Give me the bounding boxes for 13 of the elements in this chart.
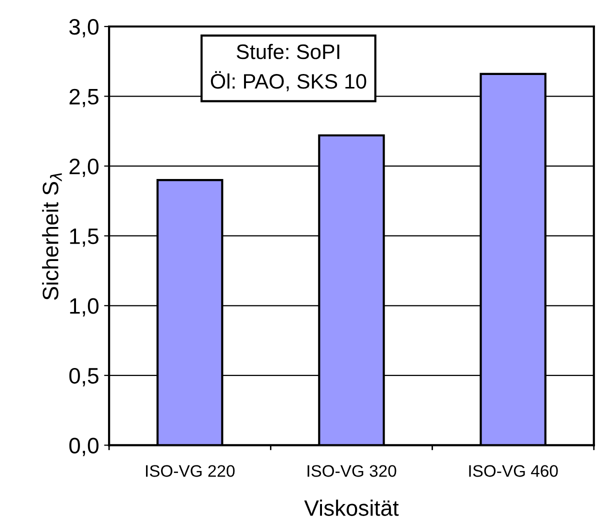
y-tick-label: 3,0 xyxy=(69,19,98,38)
y-tick-label: 0,5 xyxy=(69,368,98,386)
x-tick-label: ISO-VG 320 xyxy=(308,465,396,477)
y-tick-label: 2,5 xyxy=(70,88,98,108)
x-tick-label: ISO-VG 460 xyxy=(469,465,558,477)
y-tick-label: 2,0 xyxy=(70,158,98,177)
y-tick-label: 1,0 xyxy=(70,298,98,317)
y-axis-title: Sicherheit S$_{λ}$ xyxy=(42,173,62,300)
y-tick-label: 0,0 xyxy=(69,438,98,456)
annotation: Stufe: SoPI Öl: PAO, SKS 10 xyxy=(210,44,366,92)
y-tick-label: 1,5 xyxy=(70,228,98,247)
x-tick-label: ISO-VG 220 xyxy=(146,465,235,477)
x-axis-title: Viskosität xyxy=(304,500,399,516)
